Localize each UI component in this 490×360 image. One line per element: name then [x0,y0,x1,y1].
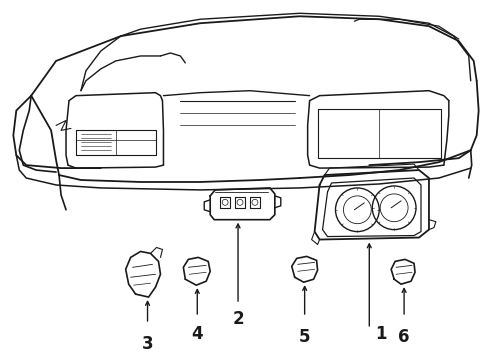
Text: 3: 3 [142,335,153,353]
Text: 2: 2 [232,310,244,328]
Text: 4: 4 [192,325,203,343]
Text: 1: 1 [375,325,387,343]
Text: 6: 6 [398,328,410,346]
Text: 5: 5 [299,328,310,346]
